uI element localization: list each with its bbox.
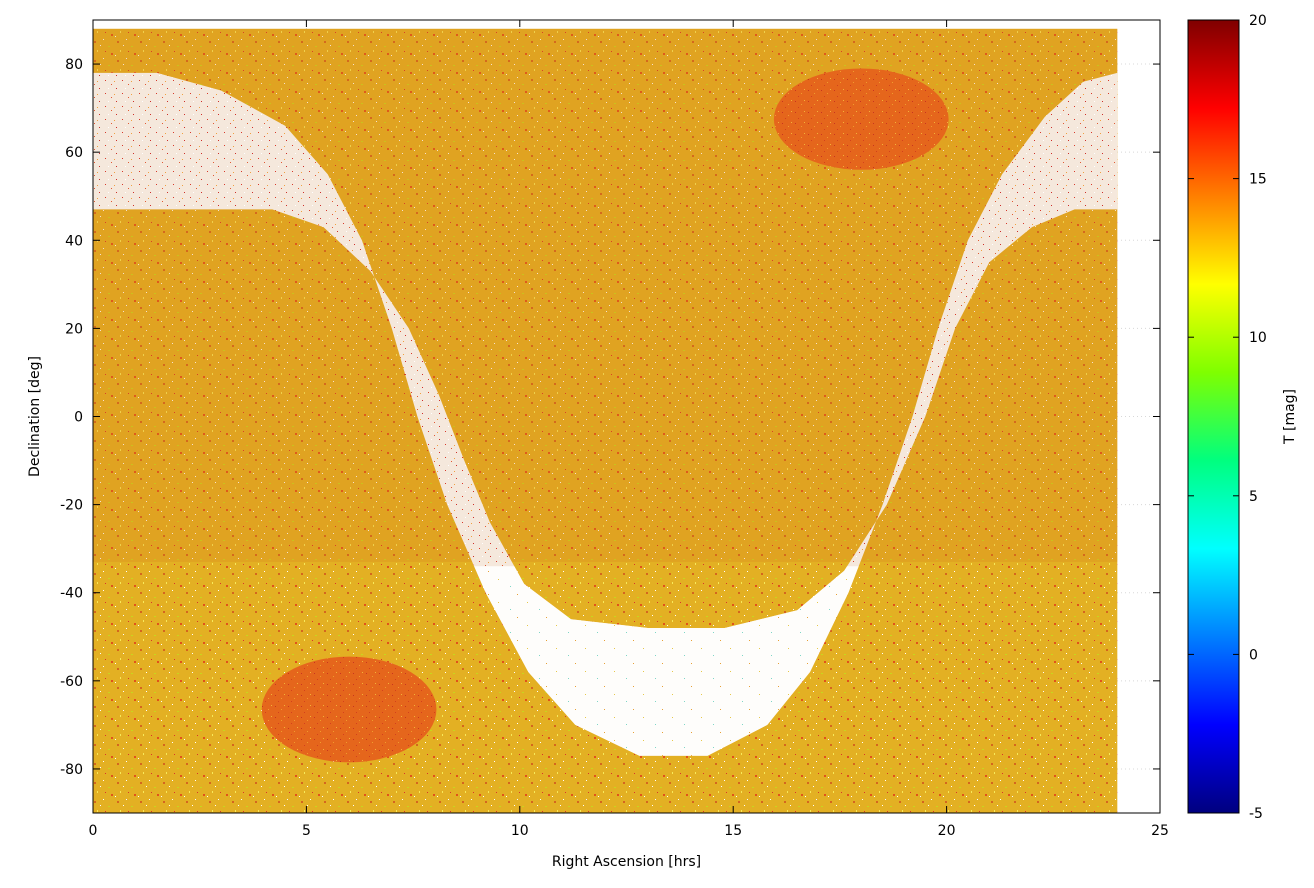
x-tick-label: 15 bbox=[724, 823, 742, 839]
southern-cvz bbox=[261, 656, 437, 763]
colorbar-title: T [mag] bbox=[1282, 389, 1298, 445]
sparse-ecliptic-band-north bbox=[93, 72, 1118, 756]
y-tick-label: 20 bbox=[65, 321, 83, 337]
y-axis-ticks: -80 -60 -40 -20 0 20 40 60 80 bbox=[60, 57, 1160, 778]
colorbar-tick-label: 15 bbox=[1249, 172, 1267, 188]
x-axis-ticks: 0 5 10 15 20 25 bbox=[89, 20, 1169, 839]
y-tick-label: 40 bbox=[65, 233, 83, 249]
x-tick-label: 5 bbox=[302, 823, 311, 839]
empty-band-south-group bbox=[474, 566, 859, 756]
colorbar-gradient bbox=[1187, 19, 1240, 814]
colorbar-tick-label: -5 bbox=[1249, 806, 1263, 822]
empty-band-south bbox=[474, 566, 859, 756]
x-tick-label: 20 bbox=[938, 823, 956, 839]
x-tick-label: 10 bbox=[511, 823, 529, 839]
y-tick-label: 80 bbox=[65, 57, 83, 73]
x-tick-label: 25 bbox=[1151, 823, 1169, 839]
sky-density-regions bbox=[93, 28, 1118, 813]
y-axis-title: Declination [deg] bbox=[27, 356, 43, 477]
x-tick-label: 0 bbox=[89, 823, 98, 839]
colorbar-tick-label: 10 bbox=[1249, 330, 1267, 346]
x-axis-title: Right Ascension [hrs] bbox=[552, 854, 701, 870]
colorbar-tick-label: 5 bbox=[1249, 489, 1258, 505]
y-tick-label: -80 bbox=[60, 762, 83, 778]
y-tick-label: 0 bbox=[74, 410, 83, 426]
y-tick-label: -20 bbox=[60, 498, 83, 514]
colorbar: -5 0 5 10 15 20 bbox=[1187, 13, 1267, 822]
northern-cvz bbox=[773, 68, 949, 170]
colorbar-tick-label: 0 bbox=[1249, 647, 1258, 663]
colorbar-tick-label: 20 bbox=[1249, 13, 1267, 29]
y-tick-label: -40 bbox=[60, 586, 83, 602]
y-tick-label: -60 bbox=[60, 674, 83, 690]
y-tick-label: 60 bbox=[65, 145, 83, 161]
